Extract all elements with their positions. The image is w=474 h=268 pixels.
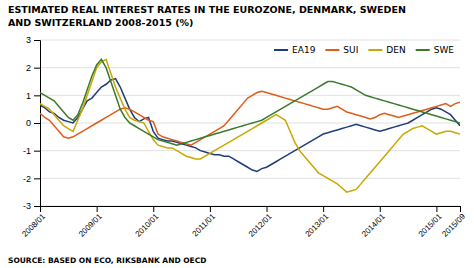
x-tick: 2014/01 [360, 206, 387, 239]
x-axis-line [41, 207, 461, 213]
y-tick-mark [34, 206, 40, 207]
legend: EA19 SUI DEN SWE [274, 45, 454, 55]
y-tick: -2 [23, 174, 40, 184]
legend-item: SWE [416, 45, 455, 55]
x-tick-label: 2015/09 [440, 212, 467, 239]
source-note: SOURCE: BASED ON ECO, RIKSBANK AND OECD [8, 256, 206, 265]
x-tick: 2012/01 [247, 206, 274, 239]
legend-item: SUI [325, 45, 358, 55]
series-line [40, 91, 460, 145]
y-tick-mark [34, 40, 40, 41]
legend-item: EA19 [274, 45, 316, 55]
y-axis: -3 -2 -1 0 1 2 3 [23, 35, 41, 211]
y-tick: -3 [23, 201, 40, 211]
plot: -3-2-101232008/012009/012010/012011/0120… [20, 35, 467, 238]
x-tick-label: 2012/01 [247, 212, 274, 239]
y-tick-mark [34, 151, 40, 152]
legend-item: DEN [368, 45, 405, 55]
legend-label: SUI [343, 45, 358, 55]
series-line [40, 79, 460, 172]
grid [40, 40, 460, 206]
legend-label: EA19 [292, 45, 316, 55]
y-tick-label: 0 [26, 118, 31, 128]
legend-swatch [274, 49, 288, 51]
x-tick-mark [40, 206, 41, 212]
y-tick-mark [34, 68, 40, 69]
x-tick: 2011/01 [191, 206, 218, 238]
x-tick-label: 2010/01 [134, 212, 161, 239]
chart: ESTIMATED REAL INTEREST RATES IN THE EUR… [0, 0, 474, 268]
x-axis: 2008/01 2009/01 2010/01 2011/01 2012/01 2013/… [20, 206, 467, 239]
y-tick-label: 2 [26, 63, 31, 73]
title: ESTIMATED REAL INTEREST RATES IN THE EUR… [8, 4, 406, 15]
grid-line [40, 40, 460, 41]
x-tick-mark [460, 206, 461, 212]
series-line [40, 59, 460, 192]
x-tick-mark [153, 206, 154, 212]
x-tick-mark [267, 206, 268, 212]
x-tick: 2013/01 [303, 206, 330, 239]
x-tick-label: 2014/01 [360, 212, 387, 239]
x-tick-label: 2008/01 [20, 212, 47, 239]
x-tick: 2015/01 [417, 206, 444, 239]
x-tick: 2015/09 [440, 206, 467, 239]
x-tick: 2009/01 [77, 206, 104, 239]
x-tick: 2008/01 [20, 206, 47, 239]
y-tick: 2 [26, 63, 40, 73]
grid-line [40, 67, 460, 68]
y-tick-label: 3 [26, 35, 31, 45]
x-tick-label: 2009/01 [77, 212, 104, 239]
y-tick-mark [34, 178, 40, 179]
y-tick-label: -3 [23, 201, 31, 211]
grid-line [40, 178, 460, 179]
y-tick-mark [34, 95, 40, 96]
y-tick: 1 [26, 91, 40, 101]
legend-swatch [368, 49, 382, 51]
x-tick: 2010/01 [134, 206, 161, 239]
legend-swatch [325, 49, 339, 51]
x-tick-mark [210, 206, 211, 212]
x-tick-mark [380, 206, 381, 212]
y-tick-mark [34, 123, 40, 124]
lines [40, 59, 460, 192]
legend-swatch [416, 49, 430, 51]
y-tick: -1 [23, 146, 40, 156]
subtitle: AND SWITZERLAND 2008-2015 (%) [8, 17, 193, 28]
x-tick-mark [97, 206, 98, 212]
x-tick-label: 2015/01 [417, 212, 444, 239]
y-tick-label: -2 [23, 174, 31, 184]
grid-line [40, 150, 460, 151]
legend-label: DEN [386, 45, 405, 55]
x-tick-mark [436, 206, 437, 212]
y-tick-label: 1 [26, 91, 31, 101]
y-tick: 0 [26, 118, 40, 128]
series-line [40, 59, 460, 145]
y-axis-line [34, 41, 41, 207]
x-tick-label: 2011/01 [191, 212, 218, 239]
legend-label: SWE [434, 45, 455, 55]
grid-line [40, 95, 460, 96]
y-tick-label: -1 [23, 146, 31, 156]
x-tick-mark [323, 206, 324, 212]
x-tick-label: 2013/01 [303, 212, 330, 239]
y-tick: 3 [26, 35, 40, 45]
